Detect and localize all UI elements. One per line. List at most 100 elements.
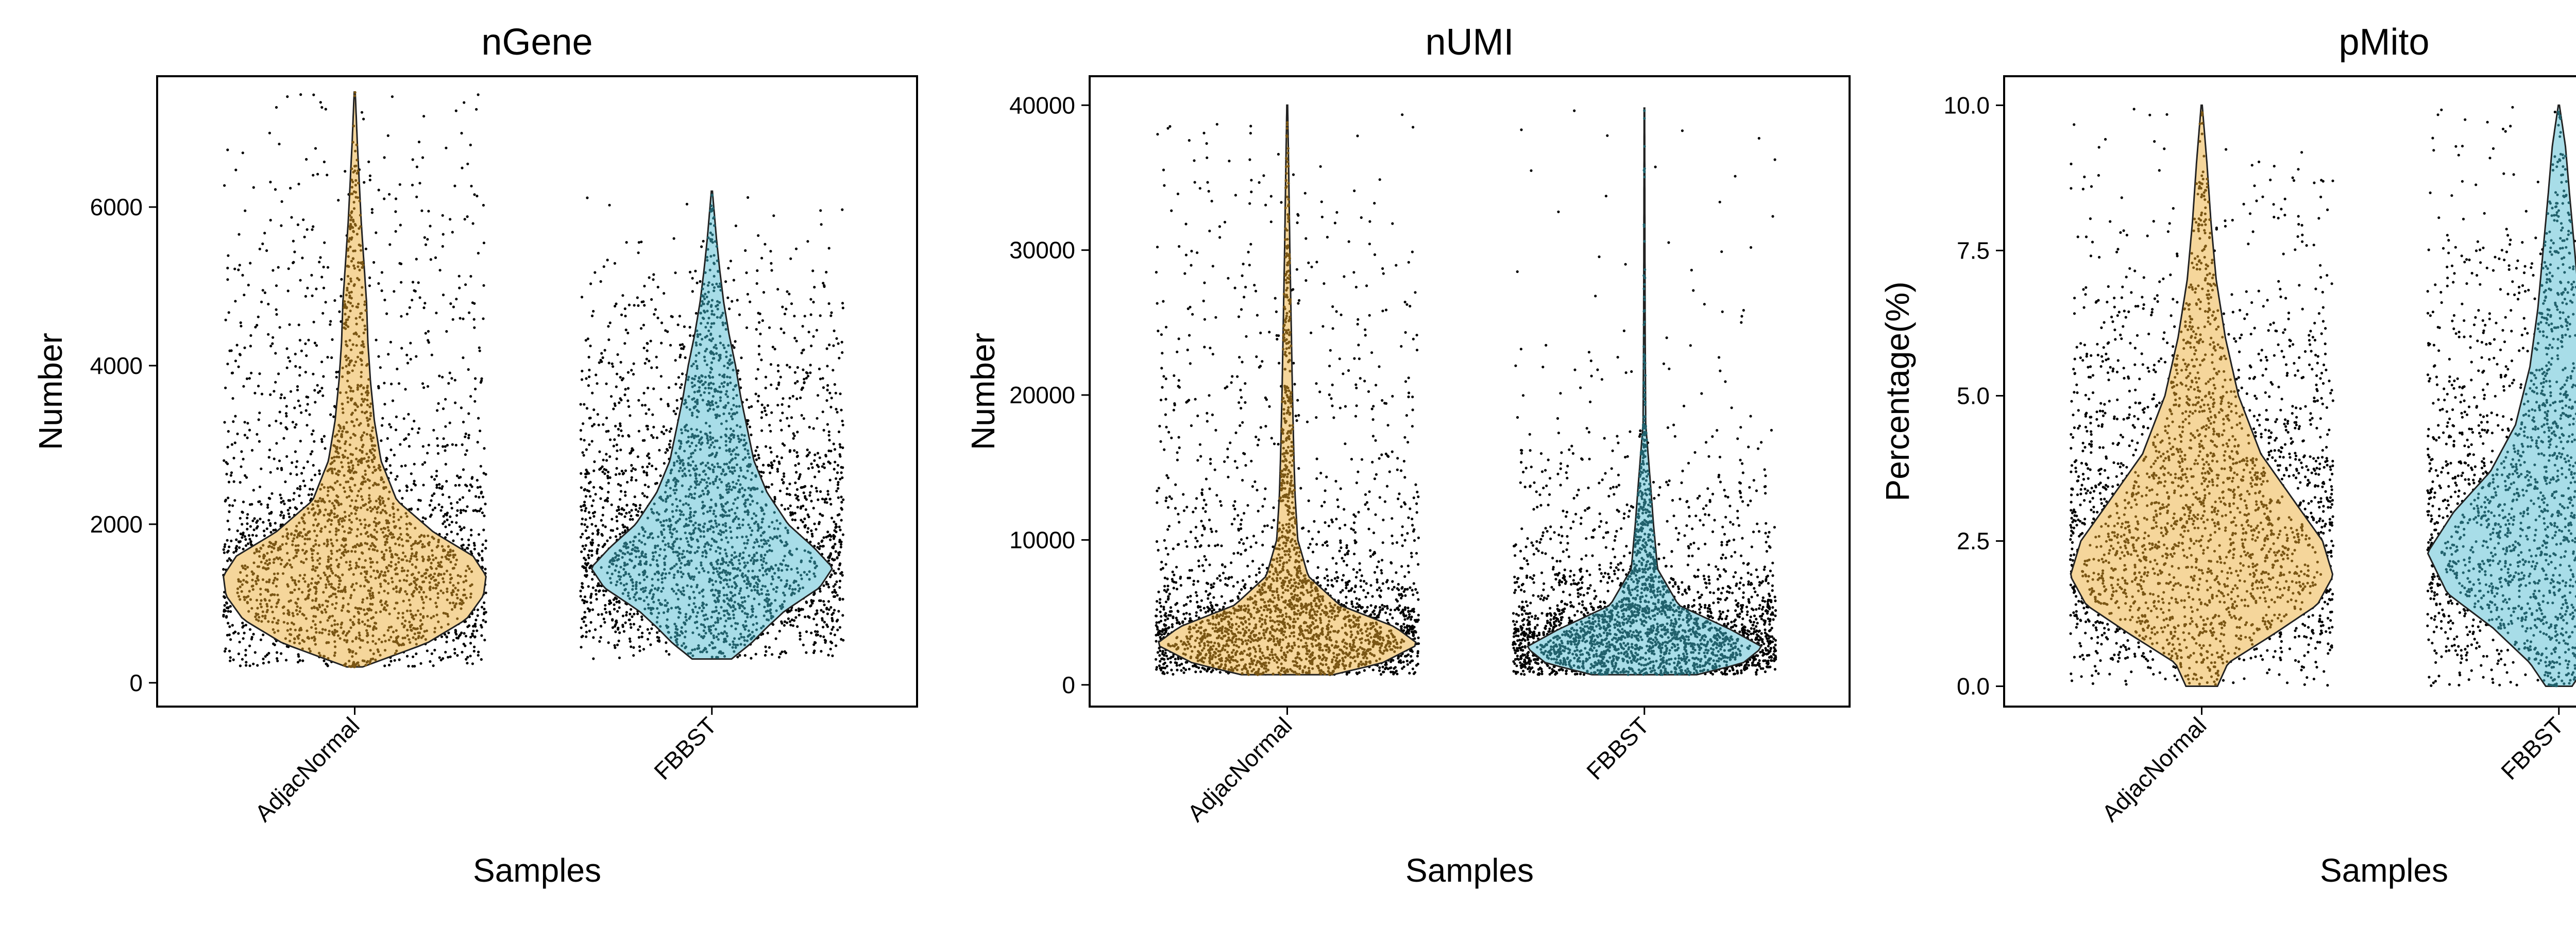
cell-point	[826, 490, 829, 493]
cell-point	[292, 239, 295, 243]
cell-point	[615, 302, 618, 305]
cell-point	[337, 528, 340, 531]
cell-point	[779, 375, 782, 379]
cell-point	[360, 542, 363, 545]
cell-point	[360, 457, 363, 460]
cell-point	[349, 277, 352, 280]
cell-point	[273, 547, 276, 550]
cell-point	[291, 578, 294, 581]
cell-point	[349, 560, 352, 563]
cell-point	[323, 513, 326, 517]
cell-point	[454, 602, 458, 605]
cell-point	[348, 514, 351, 517]
cell-point	[259, 593, 262, 596]
cell-point	[367, 589, 370, 592]
cell-point	[274, 381, 277, 384]
cell-point	[360, 262, 363, 265]
cell-point	[348, 214, 351, 217]
cell-point	[224, 386, 227, 389]
cell-point	[243, 631, 246, 634]
cell-point	[473, 302, 476, 305]
cell-point	[392, 502, 395, 505]
cell-point	[371, 640, 375, 643]
cell-point	[312, 93, 315, 96]
cell-point	[346, 286, 349, 289]
cell-point	[282, 514, 285, 517]
cell-point	[343, 519, 346, 522]
cell-point	[326, 664, 329, 667]
cell-point	[249, 598, 252, 601]
cell-point	[387, 564, 391, 567]
cell-point	[411, 665, 414, 668]
cell-point	[319, 510, 322, 513]
cell-point	[262, 544, 265, 547]
cell-point	[347, 282, 350, 285]
cell-point	[310, 637, 314, 640]
cell-point	[294, 548, 297, 552]
cell-point	[415, 195, 418, 198]
cell-point	[454, 443, 457, 447]
cell-point	[288, 323, 291, 326]
cell-point	[260, 620, 263, 623]
cell-point	[341, 520, 344, 523]
cell-point	[262, 553, 265, 557]
cell-point	[754, 653, 757, 656]
cell-point	[377, 386, 380, 390]
cell-point	[699, 280, 702, 283]
cell-point	[421, 598, 424, 601]
cell-point	[361, 398, 364, 401]
cell-point	[225, 602, 228, 605]
cell-point	[838, 525, 841, 528]
cell-point	[427, 330, 430, 333]
cell-point	[224, 500, 227, 503]
cell-point	[385, 457, 388, 460]
cell-point	[347, 531, 350, 535]
cell-point	[436, 596, 439, 599]
cell-point	[410, 547, 413, 551]
cell-point	[481, 550, 484, 553]
cell-point	[227, 311, 230, 314]
cell-point	[334, 533, 337, 536]
cell-point	[829, 606, 833, 609]
cell-point	[365, 570, 368, 573]
cell-point	[302, 528, 306, 531]
cell-point	[337, 456, 341, 459]
cell-point	[308, 647, 311, 650]
cell-point	[272, 628, 275, 631]
cell-point	[338, 637, 342, 640]
cell-point	[453, 651, 456, 655]
cell-point	[776, 404, 779, 407]
cell-point	[274, 352, 277, 355]
cell-point	[347, 603, 350, 606]
cell-point	[279, 493, 282, 496]
cell-point	[465, 579, 468, 582]
cell-point	[239, 321, 242, 324]
cell-point	[448, 371, 451, 374]
cell-point	[435, 474, 438, 477]
cell-point	[242, 579, 245, 582]
cell-point	[416, 609, 420, 612]
cell-point	[356, 494, 359, 497]
cell-point	[350, 499, 353, 502]
cell-point	[630, 645, 633, 648]
cell-point	[403, 636, 406, 640]
cell-point	[264, 599, 267, 602]
cell-point	[462, 543, 465, 546]
cell-point	[287, 512, 291, 516]
cell-point	[427, 443, 430, 447]
cell-point	[301, 591, 304, 594]
cell-point	[383, 298, 386, 302]
cell-point	[398, 543, 401, 546]
cell-point	[464, 634, 468, 638]
cell-point	[368, 449, 372, 452]
cell-point	[291, 543, 294, 546]
cell-point	[298, 374, 301, 377]
cell-point	[357, 460, 360, 463]
cell-point	[471, 632, 474, 636]
cell-point	[592, 499, 595, 502]
cell-point	[349, 436, 352, 439]
cell-point	[286, 622, 289, 625]
cell-point	[363, 324, 366, 328]
cell-point	[285, 366, 289, 369]
cell-point	[396, 475, 399, 478]
